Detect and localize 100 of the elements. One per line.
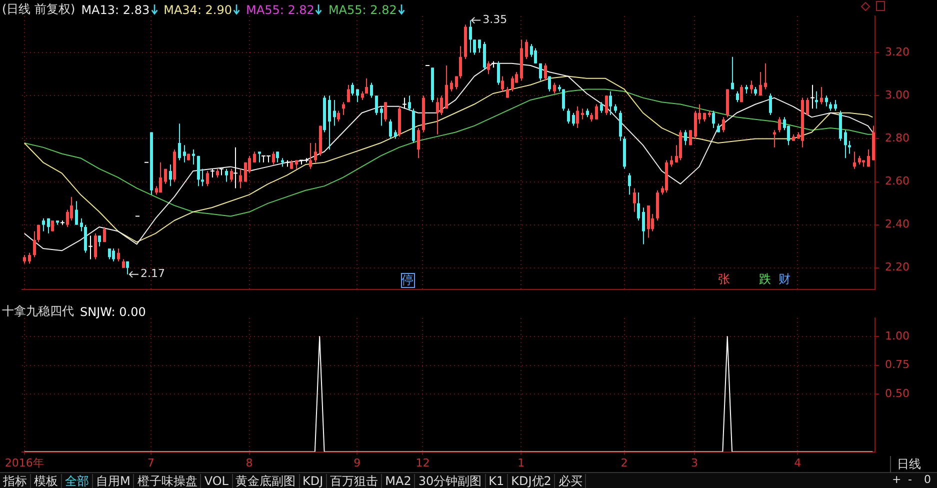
- candlestick: [628, 172, 631, 196]
- y-tick-label: 2.20: [885, 260, 910, 274]
- annotation: 3.35: [482, 13, 508, 26]
- x-tick-label: 12: [416, 456, 430, 470]
- chart-title: (日线 前复权): [2, 1, 76, 18]
- candlestick: [769, 93, 772, 116]
- candlestick: [539, 62, 542, 82]
- candlestick: [351, 82, 354, 96]
- candlestick: [33, 230, 36, 258]
- text: 模板: [31, 474, 62, 488]
- text: 必买: [555, 474, 586, 488]
- candlestick: [272, 151, 275, 166]
- y-tick-label: 3.20: [885, 45, 910, 58]
- candlestick: [548, 76, 551, 92]
- candlestick: [764, 62, 767, 90]
- candlestick: [375, 95, 378, 116]
- candlestick: [567, 108, 570, 124]
- candlestick: [337, 110, 340, 122]
- text: MA55: 2.82: [328, 2, 397, 16]
- candlestick: [380, 106, 383, 126]
- candlestick: [553, 82, 556, 94]
- candlestick: [478, 39, 481, 54]
- candlestick: [84, 224, 87, 254]
- candlestick: [450, 80, 453, 92]
- candlestick: [853, 151, 856, 170]
- annotation: 财: [778, 272, 791, 286]
- candlestick: [670, 155, 673, 168]
- candlestick: [815, 90, 818, 110]
- candlestick: [576, 106, 579, 128]
- candlestick: [239, 168, 242, 189]
- candlestick: [258, 151, 261, 163]
- annotation: 停: [400, 273, 415, 288]
- candlestick: [736, 90, 739, 103]
- candlestick: [347, 84, 350, 103]
- candlestick: [506, 86, 509, 98]
- candlestick: [206, 170, 209, 187]
- x-tick-label: 1: [518, 456, 525, 470]
- x-tick-label: 3: [691, 456, 698, 470]
- text: KDJ优2: [508, 474, 556, 488]
- candlestick: [42, 218, 45, 232]
- y-tick-label: 2.60: [885, 174, 910, 188]
- candlestick: [370, 82, 373, 98]
- candlestick: [342, 102, 345, 116]
- candlestick: [253, 151, 256, 163]
- candlestick: [66, 209, 69, 228]
- text: 百万狙击: [327, 474, 382, 488]
- text: +: [892, 473, 902, 486]
- x-tick-label: 9: [354, 456, 361, 470]
- y-tick-label: 3.00: [885, 88, 910, 102]
- candlestick: [534, 48, 537, 64]
- candlestick: [544, 62, 547, 82]
- candlestick: [314, 142, 317, 163]
- text: 橙子味操盘: [134, 474, 202, 488]
- x-tick-label: 2: [620, 456, 628, 470]
- candlestick: [740, 84, 743, 103]
- annotation: MA55: 2.82: [246, 2, 314, 16]
- candlestick: [112, 248, 115, 262]
- candlestick: [731, 56, 734, 90]
- candlestick: [417, 127, 420, 159]
- candlestick: [455, 76, 458, 90]
- candlestick: [483, 41, 486, 70]
- candlestick: [750, 80, 753, 94]
- candlestick: [183, 144, 186, 163]
- y-tick-label: 2.80: [885, 132, 910, 145]
- text: 全部: [62, 474, 93, 488]
- candlestick: [642, 207, 645, 245]
- candlestick: [37, 224, 40, 243]
- text: MA13: 2.83: [81, 2, 150, 16]
- text: 指标: [0, 474, 31, 488]
- candlestick: [192, 148, 195, 166]
- text: 黄金底副图: [232, 474, 300, 488]
- candlestick: [834, 99, 837, 112]
- candlestick: [94, 232, 97, 260]
- candlestick: [806, 97, 809, 116]
- candlestick: [389, 118, 392, 140]
- candlestick: [694, 110, 697, 140]
- candlestick: [276, 151, 279, 163]
- text: MA2: [382, 474, 416, 488]
- candlestick: [28, 252, 31, 264]
- text: SNJW: 0.00: [80, 304, 146, 318]
- text: KDJ: [300, 474, 328, 488]
- candlestick: [647, 204, 650, 238]
- candlestick: [595, 104, 598, 120]
- candlestick: [501, 76, 504, 92]
- text: MA34: 2.90: [164, 2, 232, 16]
- candlestick: [581, 108, 584, 120]
- candlestick: [103, 226, 106, 243]
- candlestick: [225, 168, 228, 182]
- y-tick-label: 1.00: [885, 329, 910, 342]
- candlestick: [75, 200, 78, 226]
- x-tick-label: 8: [246, 456, 253, 470]
- candlestick: [197, 155, 200, 187]
- candlestick: [365, 78, 368, 94]
- annotation: 张: [718, 272, 730, 286]
- candlestick: [487, 60, 490, 75]
- x-tick-label: 2016年: [4, 456, 44, 470]
- candlestick: [572, 112, 575, 126]
- candlestick: [600, 102, 603, 114]
- candlestick: [773, 130, 776, 148]
- candlestick: [70, 196, 73, 222]
